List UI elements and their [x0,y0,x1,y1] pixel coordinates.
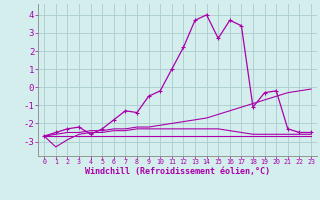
X-axis label: Windchill (Refroidissement éolien,°C): Windchill (Refroidissement éolien,°C) [85,167,270,176]
